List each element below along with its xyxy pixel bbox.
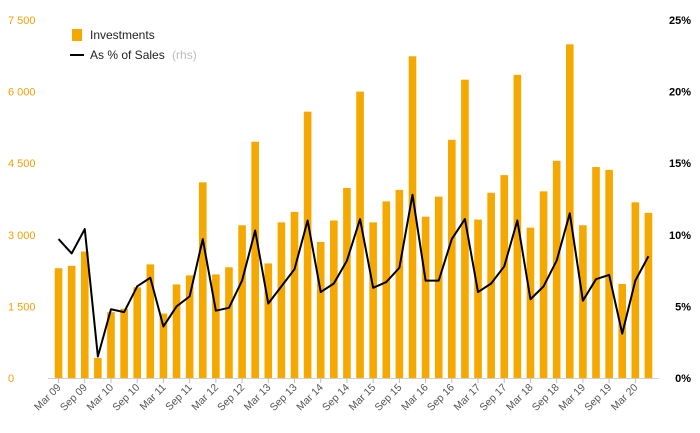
x-tick-label: Sep 11 [163, 382, 195, 414]
legend-label-sales-group: As % of Sales (rhs) [90, 48, 197, 62]
x-tick-label: Mar 10 [85, 382, 117, 414]
x-tick-label: Sep 15 [372, 382, 404, 414]
bar-investments [356, 91, 364, 378]
y-right-tick-label: 20% [669, 87, 691, 99]
legend-label-investments: Investments [90, 28, 155, 42]
bar-investments [290, 211, 299, 378]
x-tick-label: Mar 14 [294, 382, 326, 414]
bar-investments [552, 160, 561, 378]
y-right-tick-label: 10% [669, 230, 691, 242]
bar-investments [185, 275, 194, 378]
x-tick-label: Mar 18 [504, 382, 536, 414]
y-right-tick-label: 5% [675, 301, 691, 313]
bar-investments [395, 189, 404, 378]
bar-investments [631, 202, 640, 378]
bar-investments [94, 357, 102, 378]
x-tick-label: Mar 16 [399, 382, 431, 414]
y-left-tick-label: 4 500 [8, 158, 36, 170]
x-tick-label: Sep 14 [320, 382, 352, 414]
bar-investments [303, 111, 312, 379]
bar-investments [80, 251, 89, 378]
bar-investments [146, 264, 155, 378]
x-tick-label: Sep 19 [582, 382, 614, 414]
bar-investments [487, 192, 495, 378]
bar-investments [343, 188, 351, 378]
legend-label-sales: As % of Sales [90, 48, 165, 62]
x-tick-label: Sep 17 [477, 382, 509, 414]
bar-investments [264, 263, 273, 378]
x-tick-label: Sep 16 [425, 382, 457, 414]
x-tick-label: Mar 11 [137, 382, 168, 413]
bar-investments [408, 56, 417, 378]
x-tick-label: Sep 10 [110, 382, 142, 414]
bar-investments [644, 212, 653, 378]
bar-investments [277, 222, 286, 378]
x-tick-label: Sep 09 [58, 382, 90, 414]
y-axis-left: 0 1 500 3 000 4 500 6 000 7 500 [8, 15, 36, 385]
y-left-tick-label: 0 [8, 373, 14, 385]
bar-investments [526, 227, 535, 378]
x-tick-label: Sep 13 [268, 382, 300, 414]
bar-investments [500, 175, 509, 378]
line-layer [57, 193, 650, 358]
bar-investments [474, 219, 482, 378]
y-right-tick-label: 15% [669, 158, 691, 170]
x-tick-label: Sep 12 [215, 382, 247, 414]
bar-investments [421, 216, 430, 378]
bar-investments [251, 141, 259, 378]
x-tick-label: Mar 20 [609, 382, 641, 414]
y-right-tick-label: 0% [675, 373, 691, 385]
bar-investments [592, 167, 600, 378]
y-left-tick-label: 6 000 [8, 87, 36, 99]
x-tick-label: Mar 13 [242, 382, 274, 414]
bar-investments [434, 196, 443, 378]
bar-investments [225, 267, 233, 378]
bar-investments [54, 268, 63, 378]
bar-investments [133, 287, 142, 378]
x-tick-label: Mar 15 [347, 382, 379, 414]
bar-investments [461, 79, 469, 379]
bar-investments [382, 201, 391, 378]
bar-investments [120, 308, 128, 378]
bar-investments [159, 313, 168, 378]
bar-investments [369, 222, 377, 378]
bar-investments [212, 274, 220, 378]
bar-investments [316, 241, 325, 378]
legend-label-rhs: (rhs) [172, 48, 197, 62]
x-tick-label: Mar 17 [452, 382, 484, 414]
line-pct-of-sales [57, 193, 650, 358]
x-tick-label: Mar 09 [32, 382, 64, 414]
bar-investments [198, 182, 207, 378]
bar-investments [565, 44, 574, 379]
y-right-tick-label: 25% [669, 15, 691, 27]
y-left-tick-label: 3 000 [8, 230, 36, 242]
legend: Investments As % of Sales (rhs) [70, 28, 197, 62]
y-left-tick-label: 7 500 [8, 15, 36, 27]
bar-investments [448, 139, 456, 378]
x-tick-label: Sep 18 [530, 382, 562, 414]
y-left-tick-label: 1 500 [8, 301, 36, 313]
x-tick-label: Mar 19 [556, 382, 588, 414]
y-axis-right: 0% 5% 10% 15% 20% 25% [669, 15, 691, 385]
legend-swatch-investments [72, 29, 82, 41]
bar-investments [172, 284, 181, 378]
bar-investments [238, 225, 246, 378]
bar-investments [107, 312, 115, 378]
bar-investments [67, 265, 76, 378]
bar-investments [330, 220, 338, 378]
bars-layer [54, 44, 653, 379]
x-tick-label: Mar 12 [189, 382, 221, 414]
